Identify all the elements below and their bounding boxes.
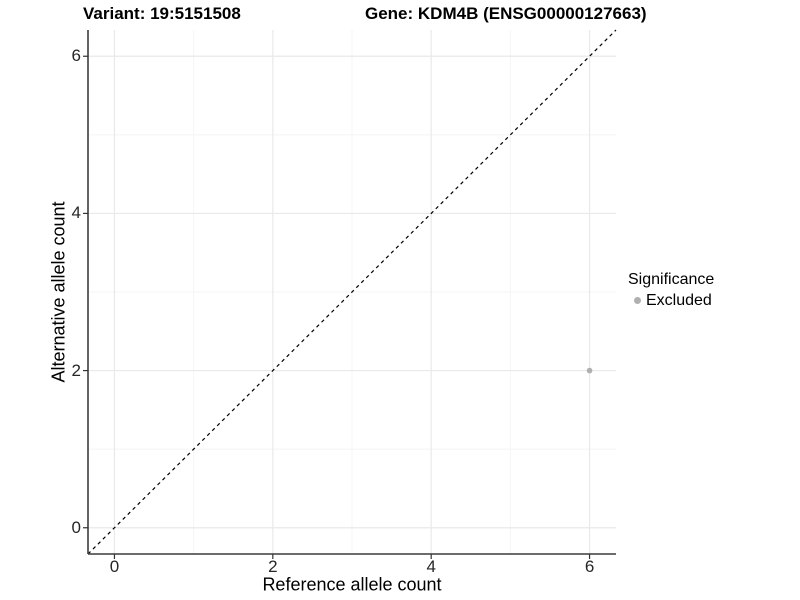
x-axis-title: Reference allele count [262,574,442,595]
x-tick-label: 0 [109,557,120,576]
legend-title: Significance [628,271,715,288]
gene-title: Gene: KDM4B (ENSG00000127663) [365,4,647,23]
legend-item-label: Excluded [646,292,712,309]
x-tick-label: 4 [426,557,436,576]
y-axis-title: Alternative allele count [48,201,69,383]
variant-title: Variant: 19:5151508 [83,4,241,23]
y-tick-label: 2 [71,360,81,380]
legend: Significance Excluded [628,270,714,310]
legend-item-excluded: Excluded [628,291,714,310]
y-tick-label: 0 [71,517,81,537]
identity-dashed-line [87,29,617,555]
y-tick-label: 4 [71,203,81,223]
excluded-point-icon [634,297,641,304]
x-tick-label: 2 [268,557,278,576]
x-tick-label: 6 [584,557,595,576]
y-tick-label: 6 [71,46,81,66]
data-point-excluded [586,367,593,374]
